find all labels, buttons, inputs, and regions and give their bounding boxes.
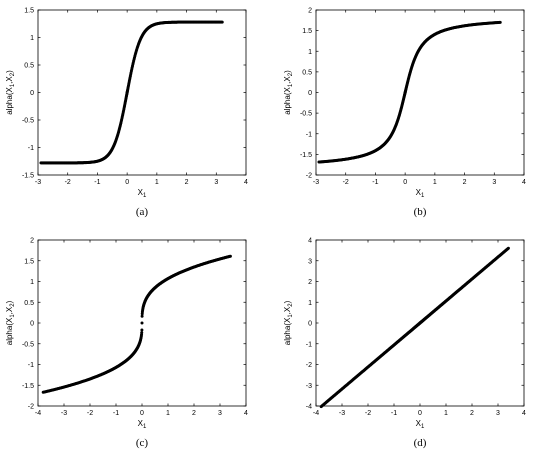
x-tick-label: 1 <box>155 179 159 186</box>
panel-label: (a) <box>136 206 149 218</box>
data-point <box>228 254 232 258</box>
y-tick-label: -0.5 <box>300 111 312 118</box>
x-tick-label: 3 <box>492 179 496 186</box>
x-axis-label: X1 <box>416 188 425 199</box>
y-tick-label: -1.5 <box>300 152 312 159</box>
y-tick-label: -2 <box>306 362 312 369</box>
x-tick-label: -4 <box>313 410 319 417</box>
x-tick-label: -2 <box>87 410 93 417</box>
y-tick-label: -2 <box>306 173 312 180</box>
y-tick-label: -2 <box>28 404 34 411</box>
x-tick-label: 0 <box>140 410 144 417</box>
y-tick-label: 1.5 <box>24 8 34 15</box>
x-tick-label: -3 <box>35 179 41 186</box>
y-tick-label: -1 <box>28 362 34 369</box>
y-tick-label: 0.5 <box>24 63 34 70</box>
y-tick-label: 0 <box>308 321 312 328</box>
y-tick-label: -1 <box>306 341 312 348</box>
y-tick-label: 1 <box>308 300 312 307</box>
x-tick-label: -3 <box>313 179 319 186</box>
data-points <box>319 246 510 409</box>
y-tick-label: 1.5 <box>302 28 312 35</box>
x-tick-label: -1 <box>372 179 378 186</box>
x-tick-label: 2 <box>192 410 196 417</box>
y-tick-label: -1.5 <box>22 383 34 390</box>
data-points <box>317 20 502 164</box>
data-points <box>39 20 224 165</box>
y-axis-label: alpha(X1,X2) <box>283 70 294 115</box>
y-tick-label: 0.5 <box>302 69 312 76</box>
y-tick-label: 0 <box>30 90 34 97</box>
panel-label: (c) <box>136 437 149 449</box>
panel-label: (b) <box>414 206 427 218</box>
y-axis-label: alpha(X1,X2) <box>283 300 294 345</box>
x-axis-label: X1 <box>416 419 425 430</box>
x-tick-label: 2 <box>463 179 467 186</box>
x-tick-label: -1 <box>391 410 397 417</box>
data-points <box>41 254 232 394</box>
y-tick-label: 0 <box>308 90 312 97</box>
x-axis-label: X1 <box>138 188 147 199</box>
chart-panel-d: -4 -3 -2 -1 0 1 2 3 4 -4 -3 -2 -1 0 1 2 3 4 X1 alpha(X1,X2)… <box>283 238 526 450</box>
y-tick-label: 1.5 <box>24 258 34 265</box>
x-tick-label: 4 <box>244 179 248 186</box>
y-tick-label: -1 <box>28 145 34 152</box>
data-point <box>140 314 144 318</box>
data-point <box>140 328 144 332</box>
x-axis-label: X1 <box>138 419 147 430</box>
x-tick-label: 3 <box>214 179 218 186</box>
y-axis-label: alpha(X1,X2) <box>5 70 16 115</box>
x-tick-label: 4 <box>522 179 526 186</box>
y-tick-label: 2 <box>30 238 34 245</box>
x-tick-label: -3 <box>61 410 67 417</box>
x-tick-label: 0 <box>418 410 422 417</box>
y-tick-label: -0.5 <box>22 341 34 348</box>
x-tick-label: -2 <box>343 179 349 186</box>
y-tick-label: -3 <box>306 383 312 390</box>
data-point <box>140 331 144 335</box>
y-tick-label: 1 <box>30 279 34 286</box>
y-tick-label: -1.5 <box>22 173 34 180</box>
y-tick-label: -1 <box>306 131 312 138</box>
x-tick-label: -1 <box>113 410 119 417</box>
y-tick-label: 2 <box>308 279 312 286</box>
x-tick-label: 0 <box>403 179 407 186</box>
y-tick-label: -4 <box>306 404 312 411</box>
y-tick-label: 1 <box>30 35 34 42</box>
x-tick-label: -4 <box>35 410 41 417</box>
x-tick-label: 1 <box>444 410 448 417</box>
x-tick-label: -1 <box>94 179 100 186</box>
data-point <box>140 321 144 325</box>
x-tick-label: -3 <box>339 410 345 417</box>
x-tick-label: 1 <box>166 410 170 417</box>
y-tick-label: 0 <box>30 321 34 328</box>
y-tick-label: -0.5 <box>22 118 34 125</box>
y-tick-label: 4 <box>308 238 312 245</box>
plot-frame <box>315 9 525 176</box>
y-axis-label: alpha(X1,X2) <box>5 300 16 345</box>
chart-panel-a: -3 -2 -1 0 1 2 3 4 -1.5 -1 -0.5 0 0.5 1 1.5 X1 alpha(X1,… <box>5 8 248 219</box>
y-tick-label: 1 <box>308 49 312 56</box>
x-tick-label: 2 <box>470 410 474 417</box>
x-tick-label: 4 <box>244 410 248 417</box>
chart-panel-b: -3 -2 -1 0 1 2 3 4-2-1.5-1-0.500.511.52X1alpha(… <box>283 8 526 219</box>
chart-panel-c: -4 -3 -2 -1 0 1 2 3 4 -2 -1.5 -1 -0.5 0 0.5 1 1.5 2 X1 alph… <box>5 238 248 450</box>
x-tick-label: 3 <box>496 410 500 417</box>
data-point <box>220 20 224 24</box>
y-tick-label: 2 <box>308 8 312 15</box>
y-tick-label: 0.5 <box>24 300 34 307</box>
x-tick-label: 2 <box>185 179 189 186</box>
x-tick-label: 0 <box>125 179 129 186</box>
data-point <box>506 246 510 250</box>
x-tick-label: -2 <box>65 179 71 186</box>
x-tick-label: 1 <box>433 179 437 186</box>
x-tick-label: -2 <box>365 410 371 417</box>
y-tick-label: 3 <box>308 258 312 265</box>
data-point <box>498 20 502 24</box>
x-tick-label: 4 <box>522 410 526 417</box>
panel-label: (d) <box>414 437 427 449</box>
x-tick-label: 3 <box>218 410 222 417</box>
